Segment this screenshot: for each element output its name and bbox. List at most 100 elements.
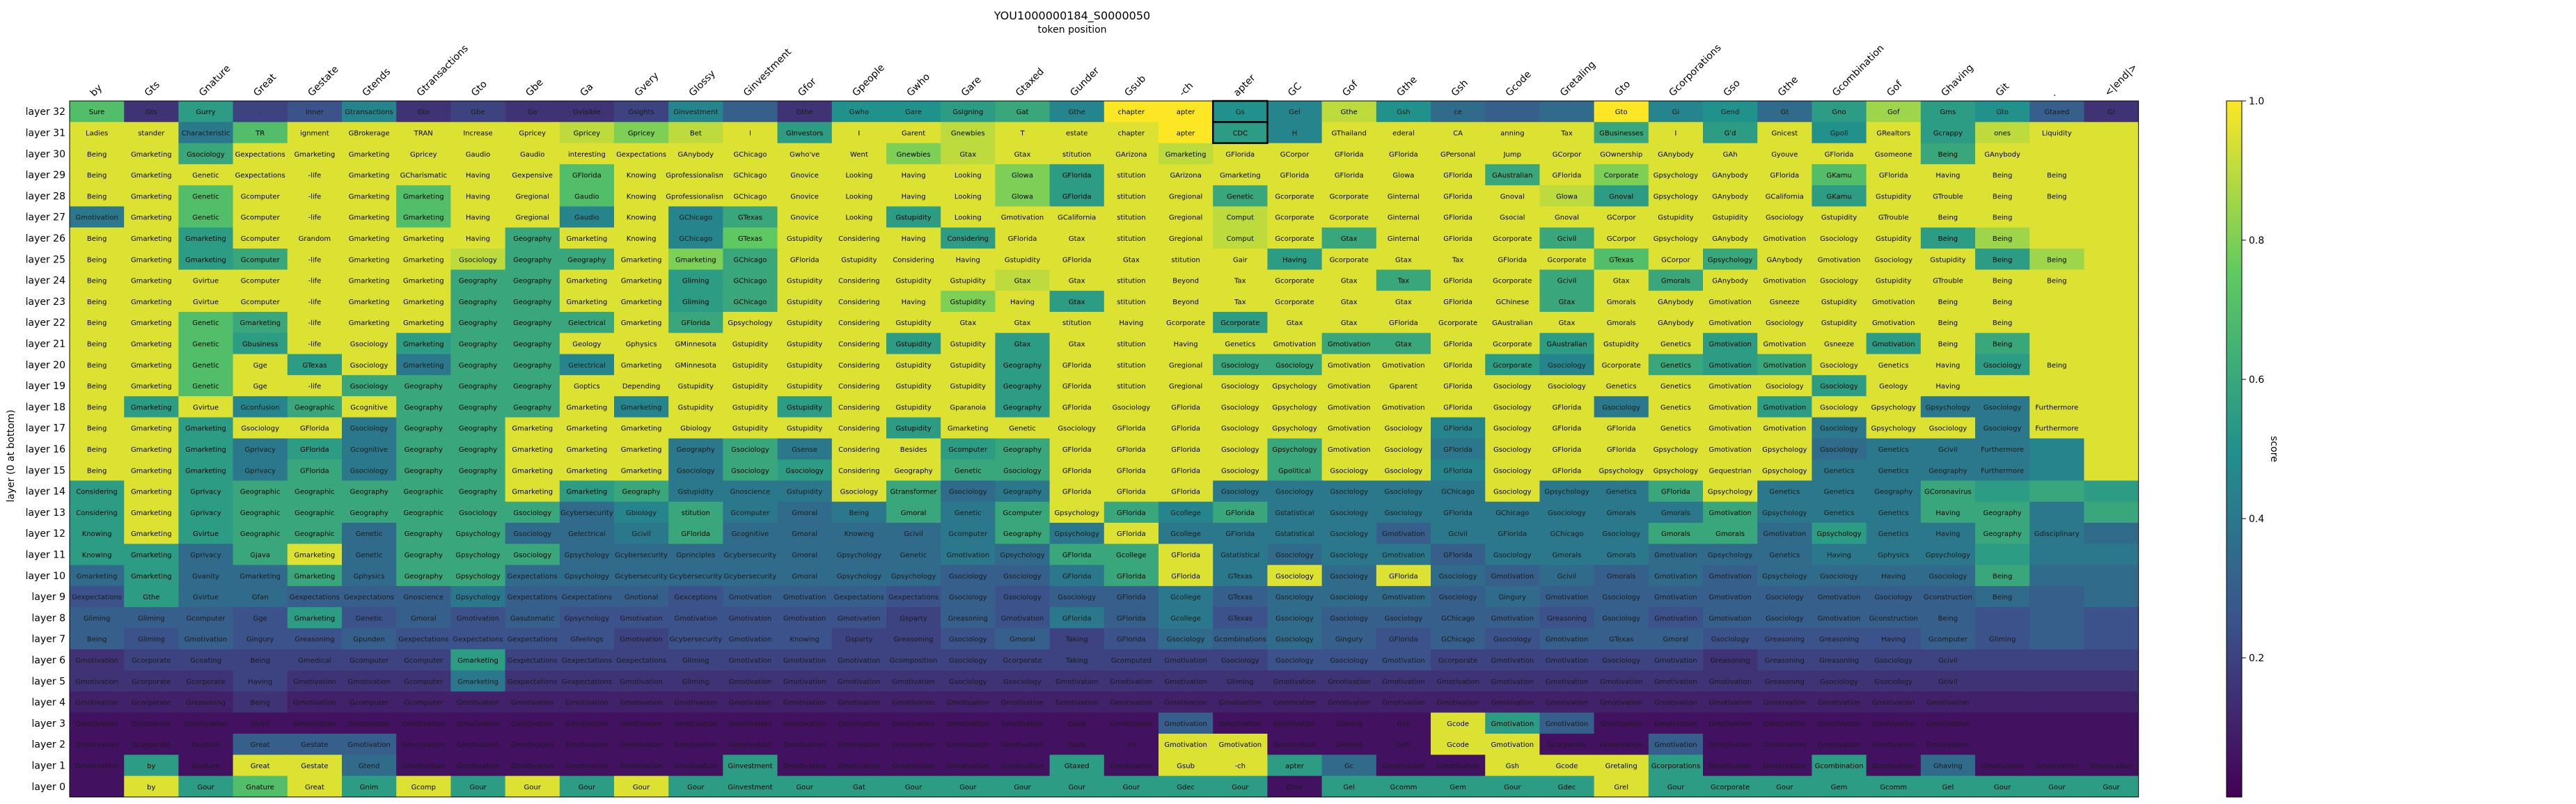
cell-label: Gsociology <box>1385 425 1423 433</box>
heatmap-cell <box>1594 523 1649 544</box>
cell-label: GFlorida <box>1008 235 1037 243</box>
heatmap-cell <box>723 164 778 186</box>
cell-label: Geography <box>1003 489 1042 496</box>
cell-label: Gsociology <box>1548 383 1586 391</box>
heatmap-cell <box>1376 775 1431 798</box>
cell-label: Gtax <box>1014 340 1031 348</box>
heatmap-cell <box>1866 480 1922 503</box>
cell-label: Gstupidity <box>787 383 822 391</box>
heatmap-cell <box>1049 354 1105 376</box>
cell-label: Having <box>1935 510 1960 517</box>
cell-label: Gour <box>1069 784 1086 791</box>
heatmap-cell <box>2084 585 2139 608</box>
cell-label: Gcombinations <box>1214 636 1266 644</box>
heatmap-cell <box>614 354 669 376</box>
heatmap-cell <box>1376 670 1431 692</box>
heatmap-cell <box>777 480 833 503</box>
heatmap-cell <box>1975 438 2030 460</box>
cell-label: Gmotivation <box>729 594 772 601</box>
cell-label: GFlorida <box>1117 510 1146 517</box>
heatmap-cell <box>70 164 125 186</box>
heatmap-cell <box>1213 143 1268 165</box>
cell-label: Gcivil <box>1557 278 1577 285</box>
cell-label: Gstupidity <box>787 299 822 306</box>
cell-label: Gmotivation <box>402 741 446 749</box>
heatmap-cell <box>941 438 996 460</box>
cell-label: Gmotivation <box>1764 762 1807 770</box>
heatmap-cell <box>1920 628 1976 650</box>
heatmap-cell <box>1159 185 1214 207</box>
heatmap-cell <box>450 354 506 376</box>
heatmap-cell <box>450 417 506 439</box>
cell-label: GAustralian <box>1492 320 1532 327</box>
cell-label: Gcollege <box>1170 530 1201 538</box>
heatmap-cell <box>1757 417 1812 439</box>
cell-label: Gmarketing <box>567 235 608 243</box>
heatmap-cell <box>1648 185 1704 207</box>
cell-label: Gsociology <box>187 151 225 159</box>
cell-label: Gmotivation <box>1328 340 1371 348</box>
cell-label: Gsociology <box>1984 404 2022 411</box>
cell-label: Gmarketing <box>621 278 662 285</box>
heatmap-cell <box>886 396 941 418</box>
heatmap-cell <box>396 164 451 186</box>
cell-label: Gmotivation <box>1926 700 1970 707</box>
cell-label: by <box>147 784 155 791</box>
heatmap-cell <box>995 417 1051 439</box>
cell-label: Gour <box>2103 784 2120 791</box>
heatmap-cell <box>1431 438 1486 460</box>
cell-label: Gpricey <box>574 129 601 137</box>
cell-label: Gmarketing <box>131 193 172 200</box>
cell-label: Being <box>2047 362 2066 370</box>
colorbar-label: score <box>2268 436 2279 462</box>
heatmap-cell <box>1648 396 1704 418</box>
cell-label: Greasoning <box>1765 636 1805 644</box>
heatmap-cell <box>941 122 996 144</box>
heatmap-cell <box>342 544 397 566</box>
cell-label: Gmotivation <box>347 678 391 686</box>
heatmap-cell <box>1866 249 1922 270</box>
heatmap-cell <box>1866 333 1922 355</box>
heatmap-cell <box>1321 628 1377 650</box>
cell-label: Being <box>87 362 107 370</box>
cell-label: Gcorporate <box>1275 299 1314 306</box>
cell-label: Gmotivation <box>1926 741 1970 749</box>
cell-label: Gcivil <box>631 530 651 538</box>
cell-label: Gsociology <box>1874 657 1913 665</box>
heatmap-cell <box>1485 101 1540 123</box>
heatmap-cell <box>1539 775 1595 798</box>
cell-label: Gtax <box>1395 256 1412 264</box>
heatmap-cell <box>1431 755 1486 777</box>
heatmap-cell <box>1376 206 1431 228</box>
heatmap-cell <box>2029 607 2084 629</box>
heatmap-cell <box>1213 290 1268 313</box>
cell-label: Gmotivation <box>1654 594 1697 601</box>
heatmap-cell <box>1049 775 1105 798</box>
cell-label: Gsociology <box>1003 678 1042 686</box>
heatmap-cell <box>2029 164 2084 186</box>
heatmap-cell <box>1757 375 1812 397</box>
cell-label: Gcomm <box>1390 784 1417 791</box>
cell-label: Gsociology <box>1221 467 1259 475</box>
cell-label: Gsociology <box>1330 551 1368 559</box>
heatmap-cell <box>1812 585 1867 608</box>
cell-label: Gsociology <box>1493 425 1532 433</box>
heatmap-cell <box>287 523 343 544</box>
y-tick-label: layer 32 <box>26 107 65 118</box>
cell-label: I <box>749 129 751 137</box>
heatmap-cell <box>70 227 125 249</box>
cell-label: Gregional <box>516 193 549 200</box>
cell-label: Gsociology <box>1330 489 1368 496</box>
heatmap-cell <box>2084 691 2139 714</box>
x-tick-label: Ginvestment <box>741 47 794 99</box>
heatmap-cell <box>1376 438 1431 460</box>
cell-label: Gsociology <box>459 510 497 517</box>
heatmap-cell <box>1376 185 1431 207</box>
cell-label: Gour <box>197 784 214 791</box>
cell-label: Being <box>1938 615 1958 622</box>
heatmap-cell <box>1539 544 1595 566</box>
heatmap-cell <box>1594 501 1649 523</box>
cell-label: Gpsychology <box>1272 446 1317 454</box>
heatmap-cell <box>1431 775 1486 798</box>
heatmap-cell <box>1594 459 1649 481</box>
